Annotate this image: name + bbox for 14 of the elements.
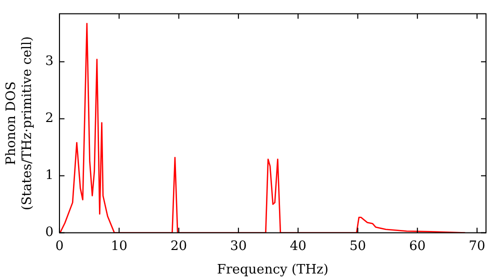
x-axis-title: Frequency (THz) — [217, 262, 328, 278]
x-tick-label: 0 — [55, 238, 64, 254]
y-axis-title: Phonon DOS (States/THz·primitive cell) — [4, 36, 35, 210]
y-tick-label: 2 — [45, 111, 54, 126]
x-tick-label: 20 — [170, 238, 188, 254]
x-tick-label: 40 — [290, 238, 306, 254]
x-tick-label: 10 — [110, 238, 128, 254]
x-tick-label: 50 — [349, 238, 366, 254]
x-tick-label: 60 — [409, 238, 426, 254]
y-tick-label: 1 — [45, 168, 54, 184]
y-tick-label: 3 — [45, 54, 54, 70]
x-tick-label: 70 — [468, 238, 486, 254]
y-tick-label: 0 — [45, 225, 54, 240]
x-tick-label: 30 — [230, 238, 247, 254]
